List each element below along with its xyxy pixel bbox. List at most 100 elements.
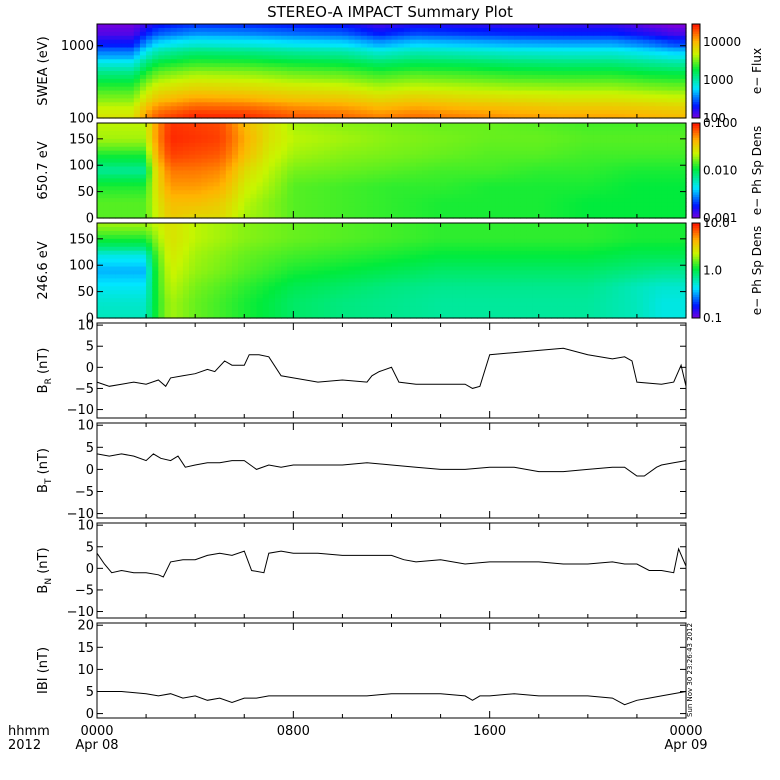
swea-cell bbox=[201, 43, 209, 49]
pad_650-cell bbox=[158, 190, 166, 195]
swea-cell bbox=[532, 63, 540, 68]
pad_650-cell bbox=[336, 142, 344, 148]
swea-cell bbox=[127, 59, 135, 64]
swea-cell bbox=[643, 35, 650, 41]
swea-cell bbox=[508, 51, 515, 56]
pad_650-cell bbox=[293, 134, 301, 140]
pad_650-cell bbox=[182, 174, 190, 180]
pad_650-cell bbox=[360, 214, 368, 219]
swea-cell bbox=[201, 59, 209, 64]
pad_650-cell bbox=[244, 150, 251, 156]
pad_650-cell bbox=[489, 130, 497, 136]
pad_650-cell bbox=[458, 162, 466, 168]
swea-cell bbox=[158, 47, 166, 53]
swea-cell bbox=[366, 71, 374, 76]
pad_650-cell bbox=[158, 166, 166, 172]
pad_650-cell bbox=[281, 150, 288, 156]
swea-cell bbox=[409, 106, 417, 111]
pad_650-cell bbox=[655, 142, 663, 148]
swea-cell bbox=[409, 74, 417, 80]
swea-cell bbox=[422, 47, 429, 53]
pad_246-cell bbox=[97, 314, 104, 319]
swea-cell bbox=[244, 55, 251, 60]
swea-cell bbox=[121, 94, 129, 100]
swea-cell bbox=[238, 43, 245, 49]
pad_650-cell bbox=[532, 166, 540, 172]
swea-cell bbox=[127, 86, 135, 92]
pad_650-cell bbox=[501, 138, 509, 144]
pad_650-cell bbox=[452, 198, 460, 203]
pad_650-cell bbox=[342, 150, 350, 156]
pad_650-cell bbox=[538, 130, 546, 136]
pad_650-cell bbox=[489, 154, 497, 160]
pad_650-cell bbox=[281, 146, 288, 152]
pad_650-cell bbox=[189, 158, 196, 164]
swea-cell bbox=[489, 24, 497, 29]
swea-cell bbox=[121, 90, 129, 96]
swea-cell bbox=[152, 59, 159, 64]
swea-cell bbox=[471, 71, 478, 76]
pad_650-cell bbox=[115, 198, 123, 203]
pad_650-cell bbox=[201, 138, 209, 144]
swea-cell bbox=[618, 27, 626, 33]
pad_650-cell bbox=[311, 134, 319, 140]
pad_650-colorbar-swatch bbox=[692, 196, 700, 200]
swea-cell bbox=[397, 47, 405, 53]
pad_650-cell bbox=[250, 214, 258, 219]
pad_650-cell bbox=[274, 130, 282, 136]
swea-cell bbox=[655, 51, 663, 56]
pad_650-cell bbox=[636, 126, 644, 132]
pad_650-cell bbox=[250, 202, 258, 207]
pad_650-cell bbox=[305, 194, 313, 199]
swea-cell bbox=[679, 59, 687, 64]
swea-cell bbox=[225, 67, 233, 72]
pad_650-cell bbox=[293, 130, 301, 136]
swea-cell bbox=[452, 74, 460, 80]
pad_650-cell bbox=[231, 182, 239, 187]
swea-cell bbox=[299, 63, 307, 68]
pad_650-cell bbox=[262, 198, 270, 203]
swea-cell bbox=[587, 110, 595, 115]
swea-cell bbox=[471, 82, 478, 88]
pad_650-cell bbox=[385, 194, 393, 199]
swea-cell bbox=[649, 71, 656, 76]
swea-cell bbox=[618, 24, 626, 29]
pad_246-cell bbox=[121, 310, 129, 315]
swea-cell bbox=[274, 74, 282, 80]
pad_246-cell bbox=[103, 266, 110, 272]
pad_650-cell bbox=[391, 178, 399, 183]
swea-cell bbox=[146, 114, 153, 119]
swea-cell bbox=[109, 67, 117, 72]
pad_650-cell bbox=[575, 202, 583, 207]
pad_650-cell bbox=[360, 142, 368, 148]
swea-cell bbox=[520, 47, 528, 53]
swea-cell bbox=[624, 74, 632, 80]
pad_650-cell bbox=[207, 150, 215, 156]
pad_650-cell bbox=[305, 190, 313, 195]
pad_650-cell bbox=[673, 186, 681, 191]
swea-cell bbox=[274, 98, 282, 103]
swea-cell bbox=[238, 55, 245, 60]
pad_650-cell bbox=[115, 174, 123, 180]
pad_650-cell bbox=[305, 162, 313, 168]
swea-cell bbox=[495, 82, 503, 88]
swea-cell bbox=[201, 35, 209, 41]
swea-cell bbox=[440, 31, 448, 37]
pad_246-cell bbox=[127, 298, 135, 303]
swea-cell bbox=[575, 51, 583, 56]
swea-cell bbox=[293, 106, 301, 111]
swea-colorbar-swatch bbox=[692, 31, 700, 34]
swea-cell bbox=[109, 35, 117, 41]
pad_650-cell bbox=[593, 194, 601, 199]
pad_650-cell bbox=[139, 130, 147, 136]
swea-cell bbox=[600, 24, 607, 29]
pad_650-cell bbox=[305, 206, 313, 211]
pad_650-cell bbox=[182, 134, 190, 140]
pad_650-cell bbox=[293, 162, 301, 168]
pad_650-cell bbox=[458, 142, 466, 148]
pad_650-cell bbox=[238, 154, 245, 160]
pad_650-cell bbox=[440, 202, 448, 207]
swea-cell bbox=[287, 47, 294, 53]
swea-cell bbox=[268, 74, 276, 80]
swea-cell bbox=[557, 55, 564, 60]
